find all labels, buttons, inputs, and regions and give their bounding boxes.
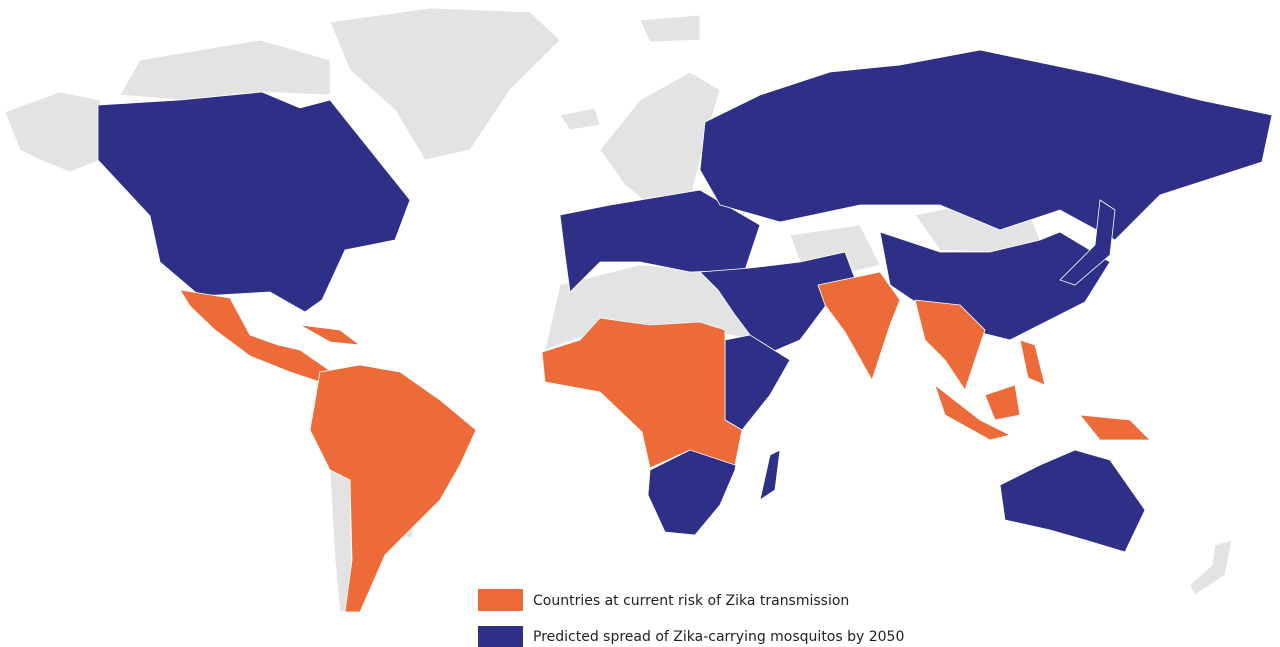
legend-label: Countries at current risk of Zika transm… [533, 593, 849, 609]
southeast-asia [914, 299, 986, 391]
risk-regions [179, 271, 1151, 613]
caribbean [299, 324, 362, 346]
east-africa [724, 334, 791, 431]
svalbard [639, 14, 701, 43]
borneo [984, 384, 1021, 421]
greenland [329, 7, 561, 161]
europe [559, 189, 761, 293]
scandinavia [599, 71, 721, 206]
legend-swatch [478, 589, 523, 611]
iceland [559, 107, 601, 131]
madagascar [759, 449, 781, 501]
australia [999, 449, 1146, 553]
arctic-canada [119, 39, 331, 101]
russia [699, 49, 1273, 241]
alaska [4, 91, 101, 173]
legend-label: Predicted spread of Zika-carrying mosqui… [533, 629, 904, 645]
south-america [309, 364, 477, 613]
india [817, 271, 901, 381]
philippines [1019, 339, 1046, 386]
legend-swatch [478, 626, 523, 647]
new-guinea [1079, 414, 1151, 441]
japan [1059, 199, 1116, 286]
north-america [97, 91, 411, 313]
indonesia [934, 383, 1012, 441]
new-zealand [1189, 539, 1233, 596]
central-africa [541, 317, 743, 469]
